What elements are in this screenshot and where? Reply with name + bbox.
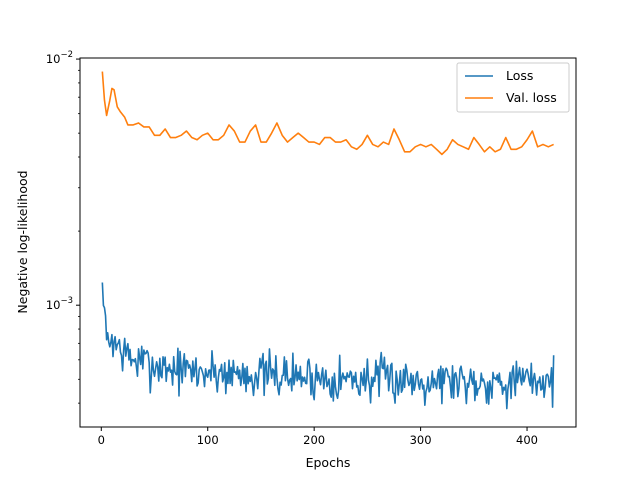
legend-label-loss: Loss bbox=[506, 68, 533, 83]
y-axis-label: Negative log-likelihood bbox=[15, 170, 30, 313]
x-tick-label: 100 bbox=[197, 433, 219, 447]
x-axis-label: Epochs bbox=[306, 455, 351, 470]
axes-layer: 0 100 200 300 400 10−3 10−2 bbox=[46, 50, 577, 447]
y-tick-label: 10−3 bbox=[46, 296, 73, 312]
x-tick-label: 300 bbox=[410, 433, 432, 447]
legend: Loss Val. loss bbox=[456, 62, 570, 113]
legend-label-val-loss: Val. loss bbox=[506, 90, 557, 105]
y-tick-label: 10−2 bbox=[46, 50, 73, 66]
x-tick-label: 0 bbox=[98, 433, 105, 447]
series-layer bbox=[101, 71, 555, 410]
x-tick-label: 400 bbox=[516, 433, 538, 447]
plot-frame bbox=[79, 57, 577, 428]
series-line-loss bbox=[101, 282, 555, 410]
series-line-val-loss bbox=[101, 71, 554, 156]
x-tick-label: 200 bbox=[303, 433, 325, 447]
